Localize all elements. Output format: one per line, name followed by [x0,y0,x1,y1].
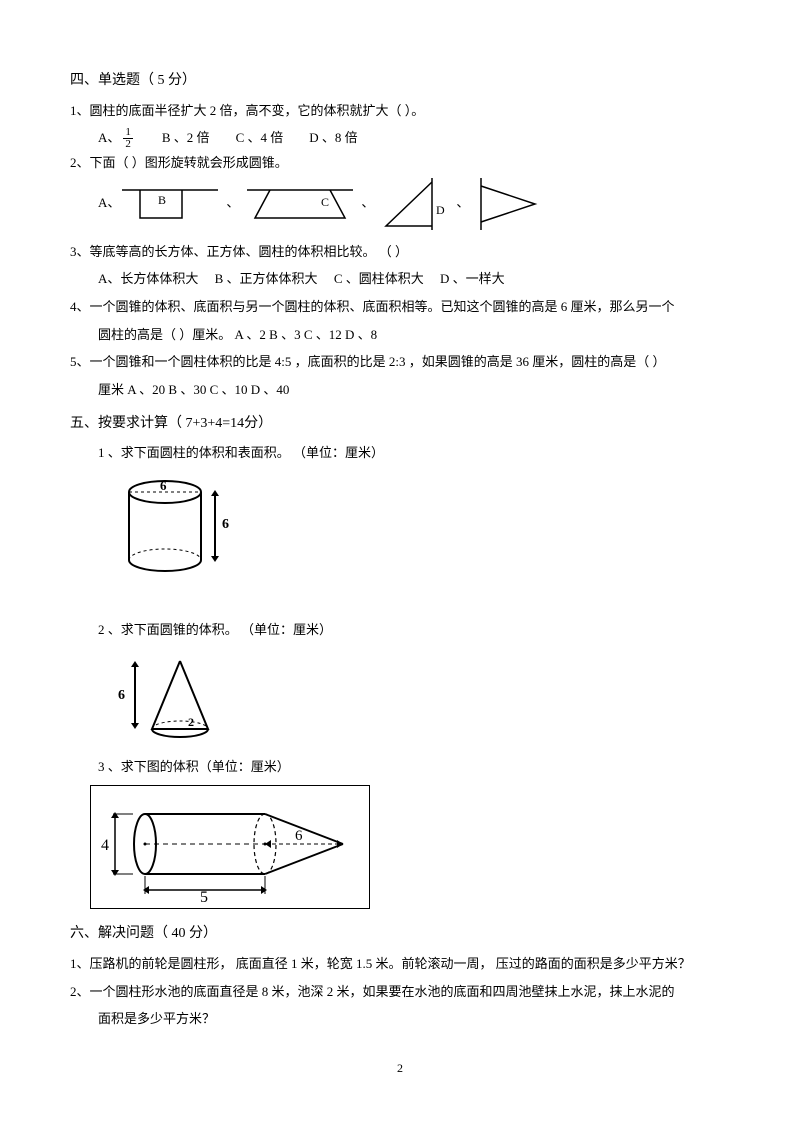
q4-3-a: A、长方体体积大 [98,271,198,286]
combo-figure: 4 5 6 [90,785,370,909]
page-number: 2 [70,1057,730,1080]
q5-1: 1 、求下面圆柱的体积和表面积。 （单位：厘米） [70,441,730,466]
q6-2b: 面积是多少平方米？ [70,1007,730,1032]
fraction-icon: 12 [123,127,133,150]
q4-1-d: D 、8 倍 [309,126,357,151]
shape-half-triangle-left: D [380,176,450,232]
section4-title: 四、单选题（ 5 分） [70,68,730,95]
q4-3-b: B 、正方体体积大 [215,271,318,286]
q4-4-line2: 圆柱的高是（ ）厘米。 A 、2 B 、3 C 、12 D 、8 [70,323,730,348]
sep2: 、 [361,191,374,216]
combo-cone-label: 6 [295,828,303,844]
shape-rect-flange: B [120,182,220,226]
svg-text:C: C [321,195,329,209]
cyl-d-label: 6 [160,478,167,493]
q4-3: 3、等底等高的长方体、正方体、圆柱的体积相比较。 （ ） [70,240,730,265]
q5-2: 2 、求下面圆锥的体积。 （单位：厘米） [70,618,730,643]
q4-2: 2、下面（ ）图形旋转就会形成圆锥。 [70,151,730,176]
q6-2a: 2、一个圆柱形水池的底面直径是 8 米，池深 2 米，如果要在水池的底面和四周池… [70,980,730,1005]
q4-1-a: A、 [98,126,120,151]
cone-figure: 6 2 [110,649,730,749]
q4-3-c: C 、圆柱体积大 [334,271,424,286]
shape-trapezoid: C [245,182,355,226]
q4-5-line1: 5、一个圆锥和一个圆柱体积的比是 4:5 ，底面积的比是 2:3 ，如果圆锥的高… [70,350,730,375]
combo-d-label: 4 [101,837,109,854]
cylinder-figure: 6 6 [110,472,730,582]
combo-len-label: 5 [200,889,208,904]
cyl-h-label: 6 [222,517,229,532]
q5-3: 3 、求下图的体积（单位：厘米） [70,755,730,780]
q4-1-b: B 、2 倍 [162,126,210,151]
section5-title: 五、按要求计算（ 7+3+4=14分） [70,411,730,438]
cone-r-label: 2 [188,715,194,729]
q4-2-text: 2、下面（ ）图形旋转就会形成圆锥。 [70,151,288,176]
q4-5-line2: 厘米 A 、20 B 、30 C 、10 D 、40 [70,378,730,403]
q4-1-c: C 、4 倍 [236,126,284,151]
q4-1-options: A、 12 B 、2 倍 C 、4 倍 D 、8 倍 [70,126,730,151]
q4-4-line1: 4、一个圆锥的体积、底面积与另一个圆柱的体积、底面积相等。已知这个圆锥的高是 6… [70,295,730,320]
shape-half-triangle-right [475,176,545,232]
opt-b-label: B [158,193,166,207]
q4-3-options: A、长方体体积大 B 、正方体体积大 C 、圆柱体积大 D 、一样大 [70,267,730,292]
cone-h-label: 6 [118,688,125,703]
q4-1: 1、圆柱的底面半径扩大 2 倍，高不变，它的体积就扩大（ ）。 [70,99,730,124]
q4-2-a: A、 [98,191,120,216]
sep3: 、 [456,191,469,216]
sep1: 、 [226,191,239,216]
q4-3-d: D 、一样大 [440,271,505,286]
section6-title: 六、解决问题（ 40 分） [70,921,730,948]
q6-1: 1、压路机的前轮是圆柱形， 底面直径 1 米，轮宽 1.5 米。前轮滚动一周， … [70,952,730,977]
q4-2-options: A、 B 、 C 、 D 、 [70,176,730,232]
svg-text:D: D [436,203,445,217]
